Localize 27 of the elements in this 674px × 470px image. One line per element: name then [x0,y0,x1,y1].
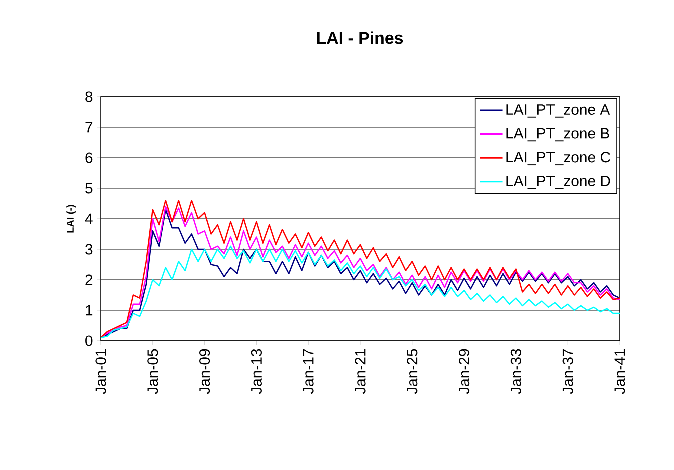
x-tick-label: Jan-01 [96,349,106,394]
x-tick-label: Jan-21 [355,349,366,394]
legend-label: LAI_PT_zone C [506,152,610,166]
x-tick-label: Jan-33 [510,349,522,394]
x-tick-label: Jan-17 [303,349,314,394]
y-tick-label: 2 [86,274,93,286]
y-axis-title: LAI (-) [66,205,76,233]
x-tick-label: Jan-25 [407,349,418,394]
x-tick-label: Jan-13 [251,349,262,394]
legend-label: LAI_PT_zone D [506,176,610,190]
chart-title: LAI - Pines [317,32,404,44]
y-tick-label: 6 [86,152,93,164]
y-tick-label: 4 [85,214,93,224]
y-tick-label: 7 [86,122,93,133]
y-tick-label: 3 [86,244,93,255]
y-tick-label: 5 [86,183,93,194]
x-tick-label: Jan-05 [148,349,158,394]
line-series [101,246,620,339]
legend-label: LAI_PT_zone B [506,128,610,142]
x-tick-label: Jan-09 [200,349,210,394]
legend-label: LAI_PT_zone A [506,104,610,118]
y-tick-label: 0 [86,336,93,346]
y-tick-label: 8 [86,92,93,102]
x-tick-label: Jan-41 [614,349,626,394]
x-tick-label: Jan-37 [562,349,574,394]
y-tick-label: 1 [86,305,93,316]
x-tick-label: Jan-29 [459,349,470,394]
